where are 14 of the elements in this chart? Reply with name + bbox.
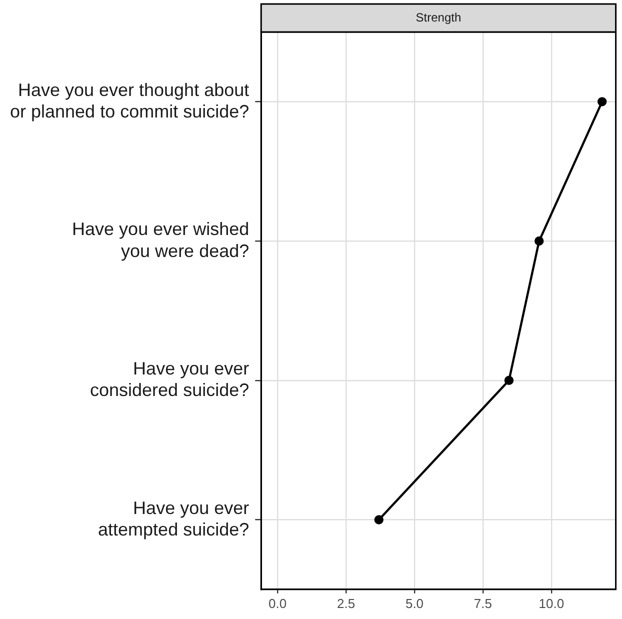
x-tick-label: 0.0 [268, 596, 287, 611]
x-tick-label: 7.5 [474, 596, 492, 611]
y-tick-label: Have you ever attempted suicide? [98, 498, 250, 540]
point [374, 515, 384, 524]
point [534, 236, 544, 246]
chart-title: Strength [416, 10, 462, 24]
y-tick-label: Have you ever thought about or planned to commit suicide? [10, 80, 250, 122]
point [598, 97, 607, 106]
x-tick-label: 10.0 [538, 596, 564, 611]
x-tick-label: 5.0 [405, 596, 424, 611]
y-tick-label: Have you ever wished you were dead? [72, 219, 250, 261]
point [504, 376, 514, 385]
x-tick-label: 2.5 [336, 596, 356, 611]
y-tick-label: Have you ever considered suicide? [90, 358, 250, 400]
